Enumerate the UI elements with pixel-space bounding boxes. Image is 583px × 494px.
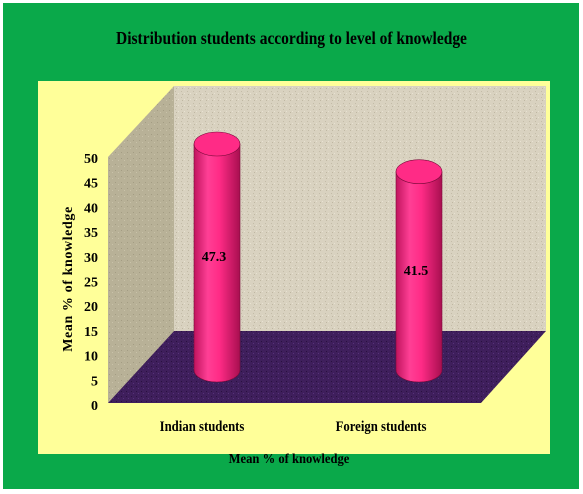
bar-data-label: 41.5 [404,264,429,279]
y-tick-label: 35 [84,226,98,241]
chart-floor [108,331,546,403]
category-label-foreign: Foreign students [335,419,427,435]
chart-title: Distribution students according to level… [116,28,467,48]
y-tick-label: 40 [84,201,98,216]
y-tick-label: 25 [84,276,98,291]
y-tick-label: 5 [91,374,98,389]
category-label-indian: Indian students [159,419,245,435]
y-tick-label: 50 [84,152,98,167]
x-axis-title: Mean % of knowledge [228,452,349,467]
bar-top [193,131,241,157]
bar-top [395,159,443,185]
y-tick-label: 10 [84,350,98,365]
y-tick-label: 0 [91,399,98,414]
y-tick-label: 45 [84,177,98,192]
y-tick-label: 20 [84,300,98,315]
back-wall [174,86,546,331]
side-wall [108,86,174,403]
bar-body [193,143,241,383]
y-axis-title: Mean % of knowledge [61,206,76,352]
bar-body [395,171,443,383]
y-tick-label: 15 [84,325,98,340]
y-tick-label: 30 [84,251,98,266]
bar-data-label: 47.3 [202,250,227,265]
y-axis-ticks: 0 5 10 15 20 25 30 35 40 45 50 [84,152,98,414]
bars-group: 47.3 41.5 [193,131,443,383]
